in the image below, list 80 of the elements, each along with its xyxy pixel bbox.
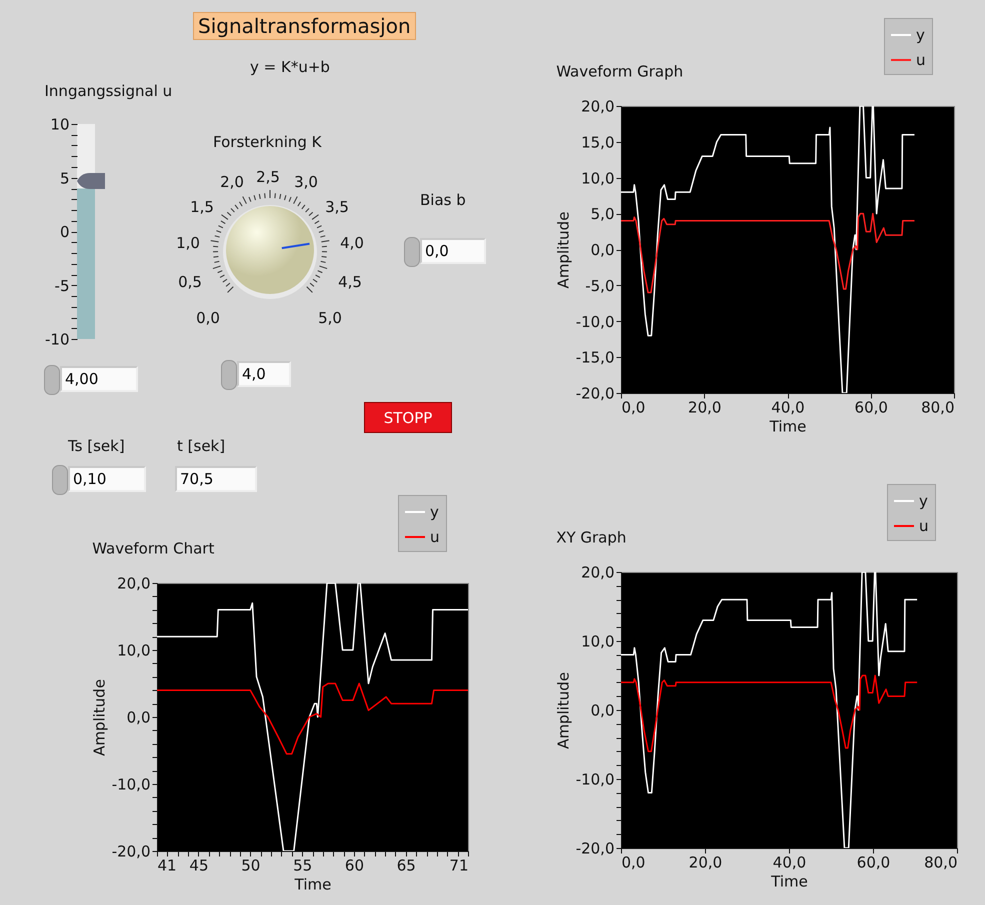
text: 1,0 (175, 234, 201, 252)
chart-title: XY Graph (556, 528, 626, 546)
y-tick-label: 20,0 (581, 98, 614, 116)
y-tick-label: 0 (60, 223, 70, 241)
text: 0,5 (177, 273, 203, 291)
x-tick-label: 0,0 (622, 398, 646, 416)
x-axis-title: Time (770, 872, 808, 890)
text: 70,5 (175, 466, 257, 492)
text: 0,10 (68, 466, 146, 492)
y-axis-title: Amplitude (90, 679, 109, 756)
x-axis-title: Time (768, 418, 806, 436)
x-tick-label: 80,0 (921, 398, 954, 416)
y-tick-label: -20,0 (112, 842, 150, 860)
chart-title: Waveform Chart (92, 540, 214, 558)
y-tick-label: 20,0 (117, 574, 150, 592)
x-tick-label: 40,0 (772, 854, 806, 872)
y-tick-label: 0,0 (590, 702, 614, 720)
y-tick-label: 10,0 (581, 632, 614, 650)
x-tick-label: 20,0 (688, 854, 722, 872)
text: 5,0 (317, 309, 343, 327)
y-tick-label: 10,0 (117, 642, 150, 660)
text: y = K*u+b (250, 58, 330, 76)
x-tick-label: 60,0 (856, 854, 890, 872)
y-tick-label: 0,0 (590, 241, 614, 259)
text: 1,5 (189, 198, 215, 216)
y-tick-label: -5,0 (585, 276, 614, 295)
text: 3,0 (293, 173, 319, 191)
text: 4,0 (237, 361, 291, 387)
x-tick-label: 0,0 (622, 854, 646, 872)
legend-label: y (430, 503, 439, 521)
text: 2,5 (255, 168, 281, 186)
text: STOPP (364, 402, 452, 433)
text: 4,5 (337, 273, 363, 291)
text: t [sek] (177, 437, 226, 455)
text: 2,0 (219, 173, 245, 191)
y-tick-label: -10 (45, 330, 70, 348)
y-tick-label: 5 (60, 169, 70, 188)
legend-label: y (919, 492, 928, 510)
y-tick-label: -10,0 (576, 312, 614, 331)
x-tick-label: 71 (449, 856, 468, 874)
legend-label: u (919, 517, 929, 535)
legend-label: u (916, 51, 926, 69)
y-tick-label: 10,0 (581, 169, 614, 188)
x-tick-label: 40,0 (771, 398, 805, 416)
x-axis-title: Time (294, 876, 332, 894)
text: 0,0 (195, 309, 221, 327)
legend-label: u (430, 528, 440, 546)
text: Bias b (420, 191, 466, 209)
text: Ts [sek] (68, 437, 125, 455)
y-tick-label: -20,0 (576, 384, 614, 402)
y-tick-label: 15,0 (581, 133, 614, 152)
x-tick-label: 65 (396, 856, 416, 874)
x-tick-label: 50 (241, 856, 260, 874)
text: Forsterkning K (213, 133, 322, 151)
x-tick-label: 80,0 (924, 854, 958, 872)
x-tick-label: 55 (293, 856, 312, 874)
chart-title: Waveform Graph (556, 62, 684, 80)
text: 4,0 (339, 234, 365, 252)
x-tick-label: 41 (158, 856, 177, 874)
y-tick-label: -10,0 (112, 776, 150, 794)
legend-label: y (916, 26, 925, 44)
text: Signaltransformasjon (193, 12, 416, 40)
chart-title: Inngangssignal u (44, 82, 172, 100)
y-tick-label: 0,0 (126, 708, 150, 726)
y-tick-label: -20,0 (576, 840, 614, 858)
y-axis-title: Amplitude (554, 212, 573, 288)
y-tick-label: 20,0 (581, 564, 614, 582)
text: 3,5 (324, 198, 350, 216)
y-tick-label: 5,0 (590, 205, 614, 224)
y-tick-label: 10 (50, 116, 70, 134)
y-tick-label: -10,0 (576, 770, 614, 788)
text: 4,00 (60, 366, 138, 392)
text: 0,0 (420, 238, 486, 264)
y-tick-label: -15,0 (576, 348, 614, 367)
x-tick-label: 45 (189, 856, 209, 874)
x-tick-label: 60,0 (854, 398, 888, 416)
y-tick-label: -5 (54, 276, 70, 295)
x-tick-label: 60 (344, 856, 364, 874)
y-axis-title: Amplitude (554, 672, 573, 749)
x-tick-label: 20,0 (688, 398, 722, 416)
